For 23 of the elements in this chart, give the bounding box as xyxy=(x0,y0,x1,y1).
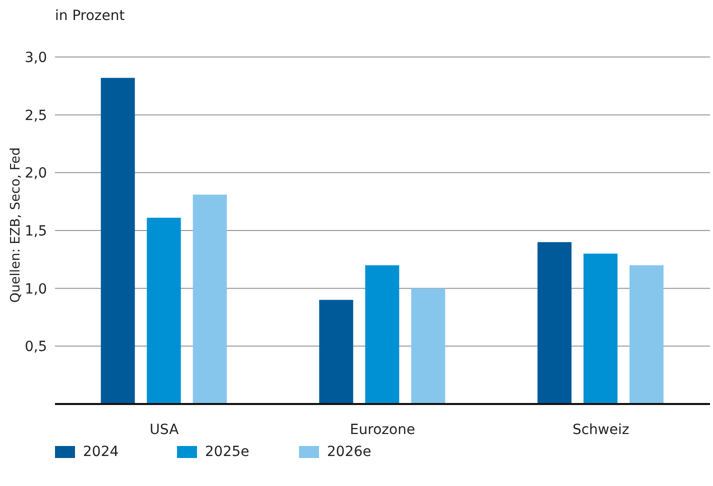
y-tick-label: 1,0 xyxy=(24,281,47,298)
y-tick-label: 0,5 xyxy=(24,339,47,356)
legend-label: 2024 xyxy=(83,444,119,460)
legend-label: 2025e xyxy=(205,444,250,460)
bar xyxy=(146,218,181,404)
y-tick-label: 2,5 xyxy=(24,108,47,124)
legend-label: 2026e xyxy=(327,444,372,460)
x-tick-label: Schweiz xyxy=(572,422,630,438)
bar xyxy=(100,78,135,404)
x-tick-label: USA xyxy=(150,422,180,438)
bar xyxy=(538,242,572,404)
x-tick-label: Eurozone xyxy=(350,422,416,438)
bar xyxy=(411,288,446,404)
y-tick-label: 3,0 xyxy=(24,50,47,66)
source-note: Quellen: EZB, Seco, Fed xyxy=(8,147,24,303)
bar xyxy=(319,300,354,404)
bar xyxy=(192,194,227,404)
bar xyxy=(630,265,664,404)
bar xyxy=(365,265,400,404)
y-axis-title: in Prozent xyxy=(55,8,125,24)
y-tick-label: 2,0 xyxy=(24,166,47,182)
bar xyxy=(584,254,618,404)
y-tick-label: 1,5 xyxy=(24,223,47,240)
